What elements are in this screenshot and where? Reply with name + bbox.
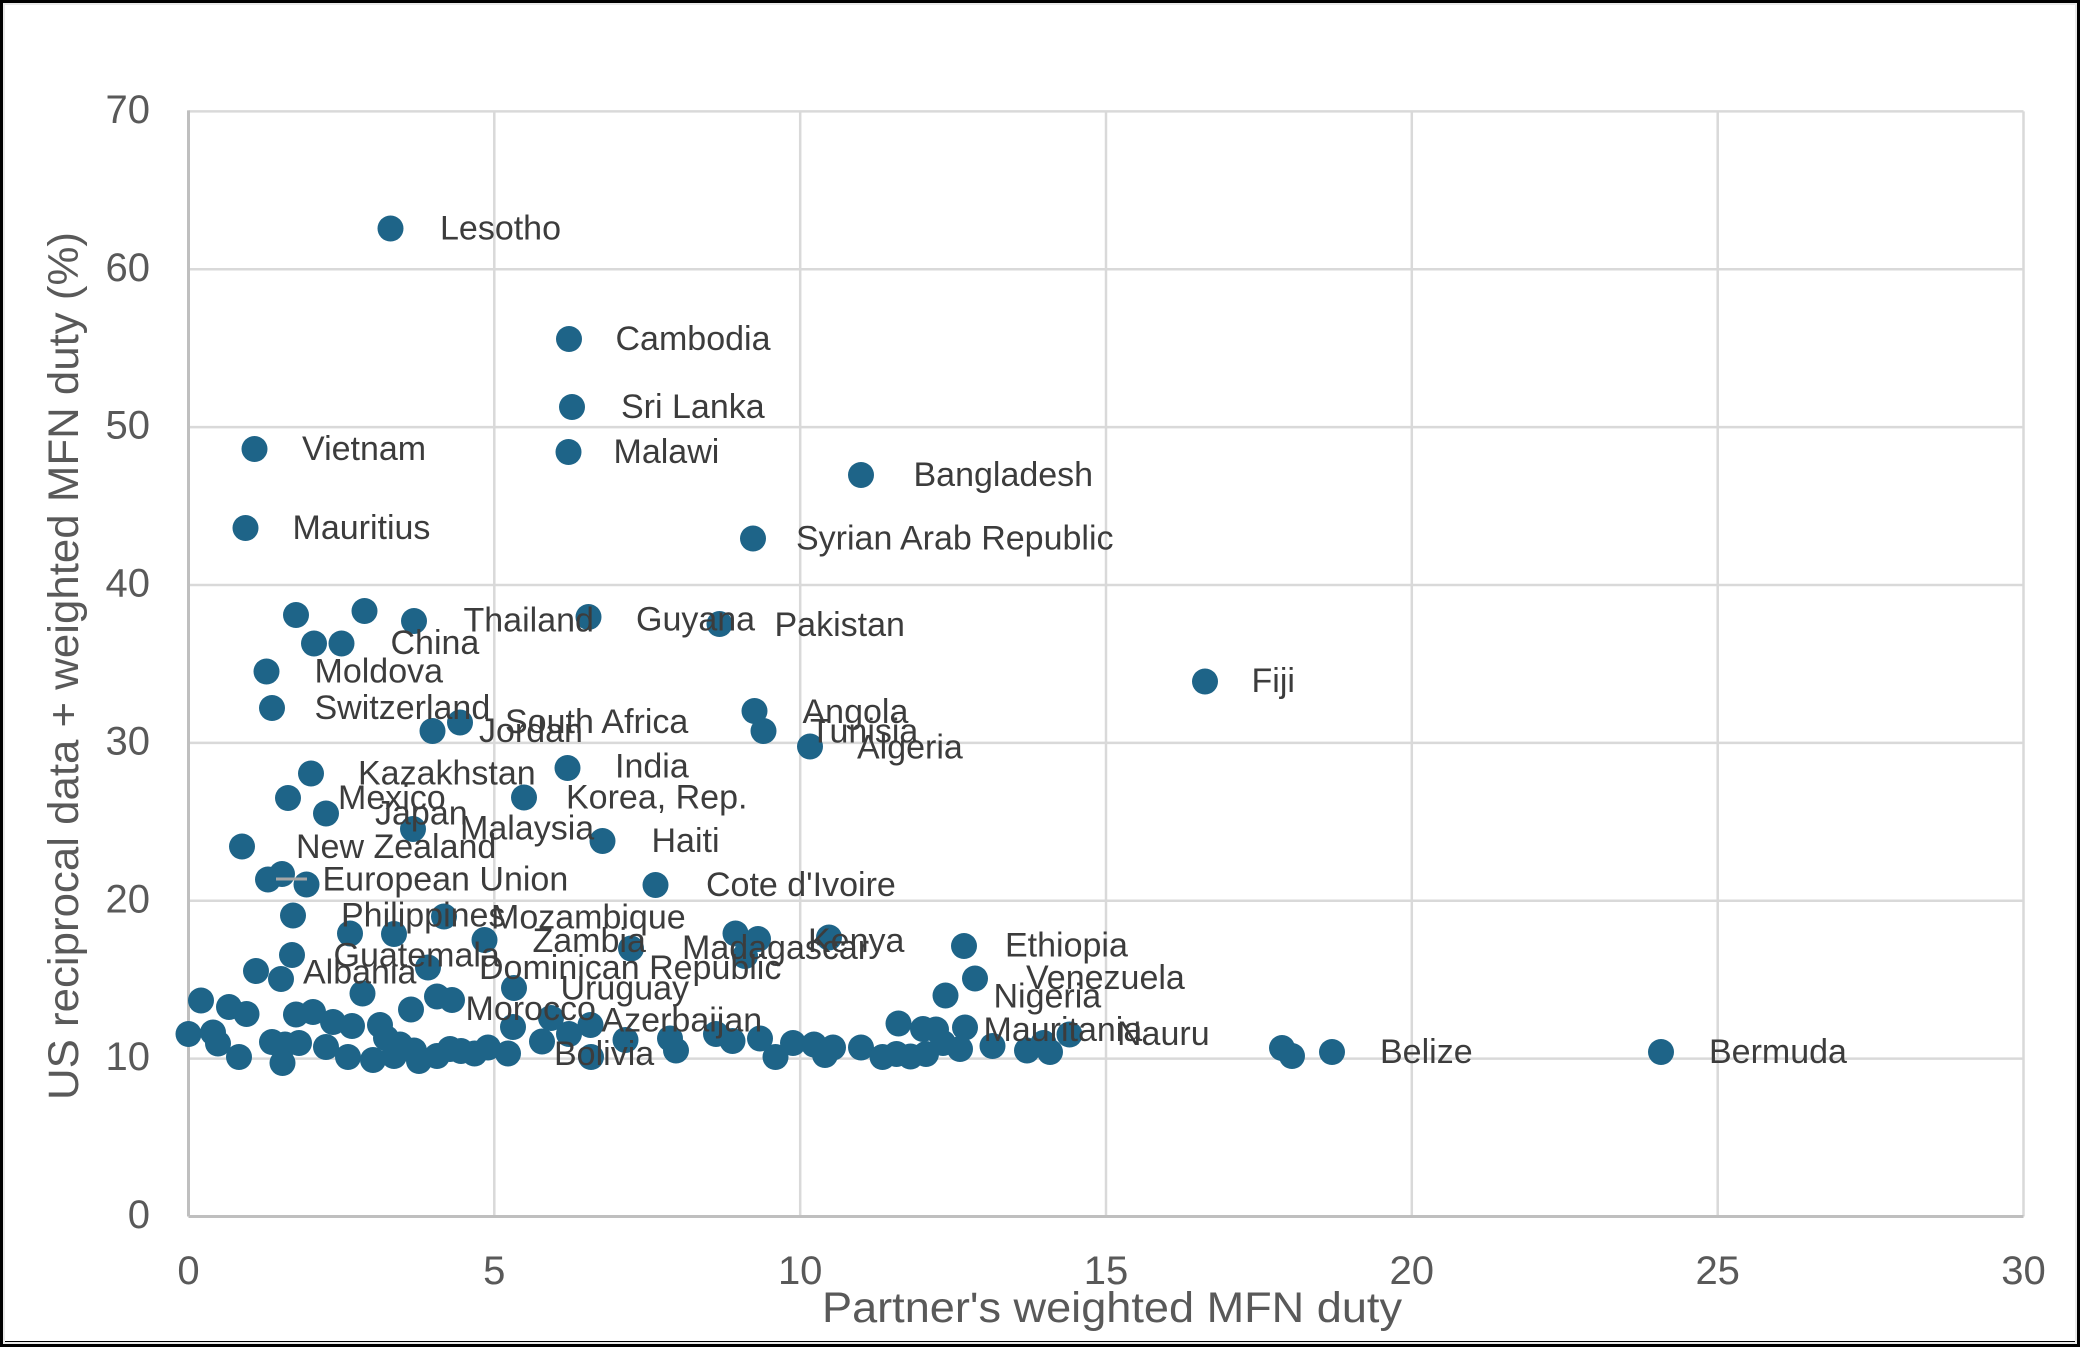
svg-text:70: 70	[106, 88, 151, 132]
svg-text:Guyana: Guyana	[636, 601, 755, 639]
svg-text:40: 40	[106, 562, 151, 606]
svg-text:Lesotho: Lesotho	[440, 210, 561, 248]
svg-text:Madagascar: Madagascar	[682, 929, 869, 967]
svg-text:20: 20	[1390, 1249, 1435, 1293]
svg-text:Kenya: Kenya	[808, 922, 904, 960]
svg-text:Guatemala: Guatemala	[334, 937, 500, 975]
svg-text:India: India	[615, 748, 689, 786]
svg-text:Japan: Japan	[375, 795, 468, 833]
svg-text:Mozambique: Mozambique	[491, 899, 686, 937]
svg-text:Bolivia: Bolivia	[554, 1035, 654, 1073]
svg-text:Morocco: Morocco	[466, 990, 596, 1028]
svg-text:60: 60	[106, 246, 151, 290]
svg-text:China: China	[391, 624, 480, 662]
svg-text:Malaysia: Malaysia	[460, 810, 594, 848]
svg-text:New Zealand: New Zealand	[296, 828, 496, 866]
svg-text:10: 10	[778, 1249, 823, 1293]
svg-text:Cote d'Ivoire: Cote d'Ivoire	[706, 866, 896, 904]
svg-text:European Union: European Union	[323, 861, 569, 899]
svg-text:Belize: Belize	[1380, 1033, 1473, 1071]
svg-text:Malawi: Malawi	[614, 433, 720, 471]
svg-text:Ethiopia: Ethiopia	[1005, 927, 1128, 965]
svg-text:30: 30	[106, 719, 151, 763]
svg-text:Thailand: Thailand	[464, 602, 594, 640]
svg-text:10: 10	[106, 1035, 151, 1079]
svg-text:Korea, Rep.: Korea, Rep.	[566, 779, 747, 817]
svg-text:Venezuela: Venezuela	[1026, 959, 1185, 997]
svg-text:Algeria: Algeria	[857, 729, 963, 767]
svg-text:Mexico: Mexico	[338, 779, 446, 817]
svg-text:Kazakhstan: Kazakhstan	[358, 755, 536, 793]
svg-text:15: 15	[1084, 1249, 1129, 1293]
svg-text:Vietnam: Vietnam	[302, 430, 426, 468]
svg-text:Bangladesh: Bangladesh	[914, 456, 1094, 494]
svg-text:Philippines: Philippines	[341, 897, 505, 935]
svg-text:Syrian Arab Republic: Syrian Arab Republic	[796, 520, 1114, 558]
svg-text:Azerbaijan: Azerbaijan	[602, 1002, 763, 1040]
svg-text:Mauritius: Mauritius	[293, 509, 431, 547]
svg-text:50: 50	[106, 404, 151, 448]
svg-text:South Africa: South Africa	[505, 703, 688, 741]
svg-text:Sri Lanka: Sri Lanka	[621, 388, 765, 426]
svg-text:20: 20	[106, 877, 151, 921]
svg-text:5: 5	[483, 1249, 505, 1293]
svg-text:30: 30	[2001, 1249, 2046, 1293]
svg-text:Pakistan: Pakistan	[775, 606, 905, 644]
svg-text:US reciprocal data + weighted: US reciprocal data + weighted MFN duty (…	[40, 232, 88, 1100]
svg-text:Fiji: Fiji	[1252, 662, 1295, 700]
svg-text:Moldova: Moldova	[315, 653, 444, 691]
svg-text:Dominican Republic: Dominican Republic	[479, 949, 781, 987]
svg-text:Haiti: Haiti	[652, 822, 720, 860]
svg-text:Bermuda: Bermuda	[1709, 1033, 1847, 1071]
svg-text:Albania: Albania	[303, 954, 417, 992]
svg-text:Tunisia: Tunisia	[810, 713, 918, 751]
svg-text:Jordan: Jordan	[479, 712, 583, 750]
svg-text:Cambodia: Cambodia	[616, 320, 771, 358]
svg-text:Angola: Angola	[803, 693, 909, 731]
svg-text:25: 25	[1695, 1249, 1740, 1293]
svg-text:0: 0	[128, 1193, 150, 1237]
svg-text:Nigeria: Nigeria	[994, 978, 1102, 1016]
svg-text:Switzerland: Switzerland	[315, 689, 491, 727]
svg-text:Mauritania: Mauritania	[984, 1011, 1143, 1049]
svg-text:Zambia: Zambia	[533, 922, 646, 960]
svg-text:Nauru: Nauru	[1117, 1015, 1210, 1053]
svg-text:Uruguay: Uruguay	[561, 970, 690, 1008]
svg-text:Partner's weighted MFN duty: Partner's weighted MFN duty	[822, 1284, 1403, 1332]
svg-text:0: 0	[177, 1249, 199, 1293]
